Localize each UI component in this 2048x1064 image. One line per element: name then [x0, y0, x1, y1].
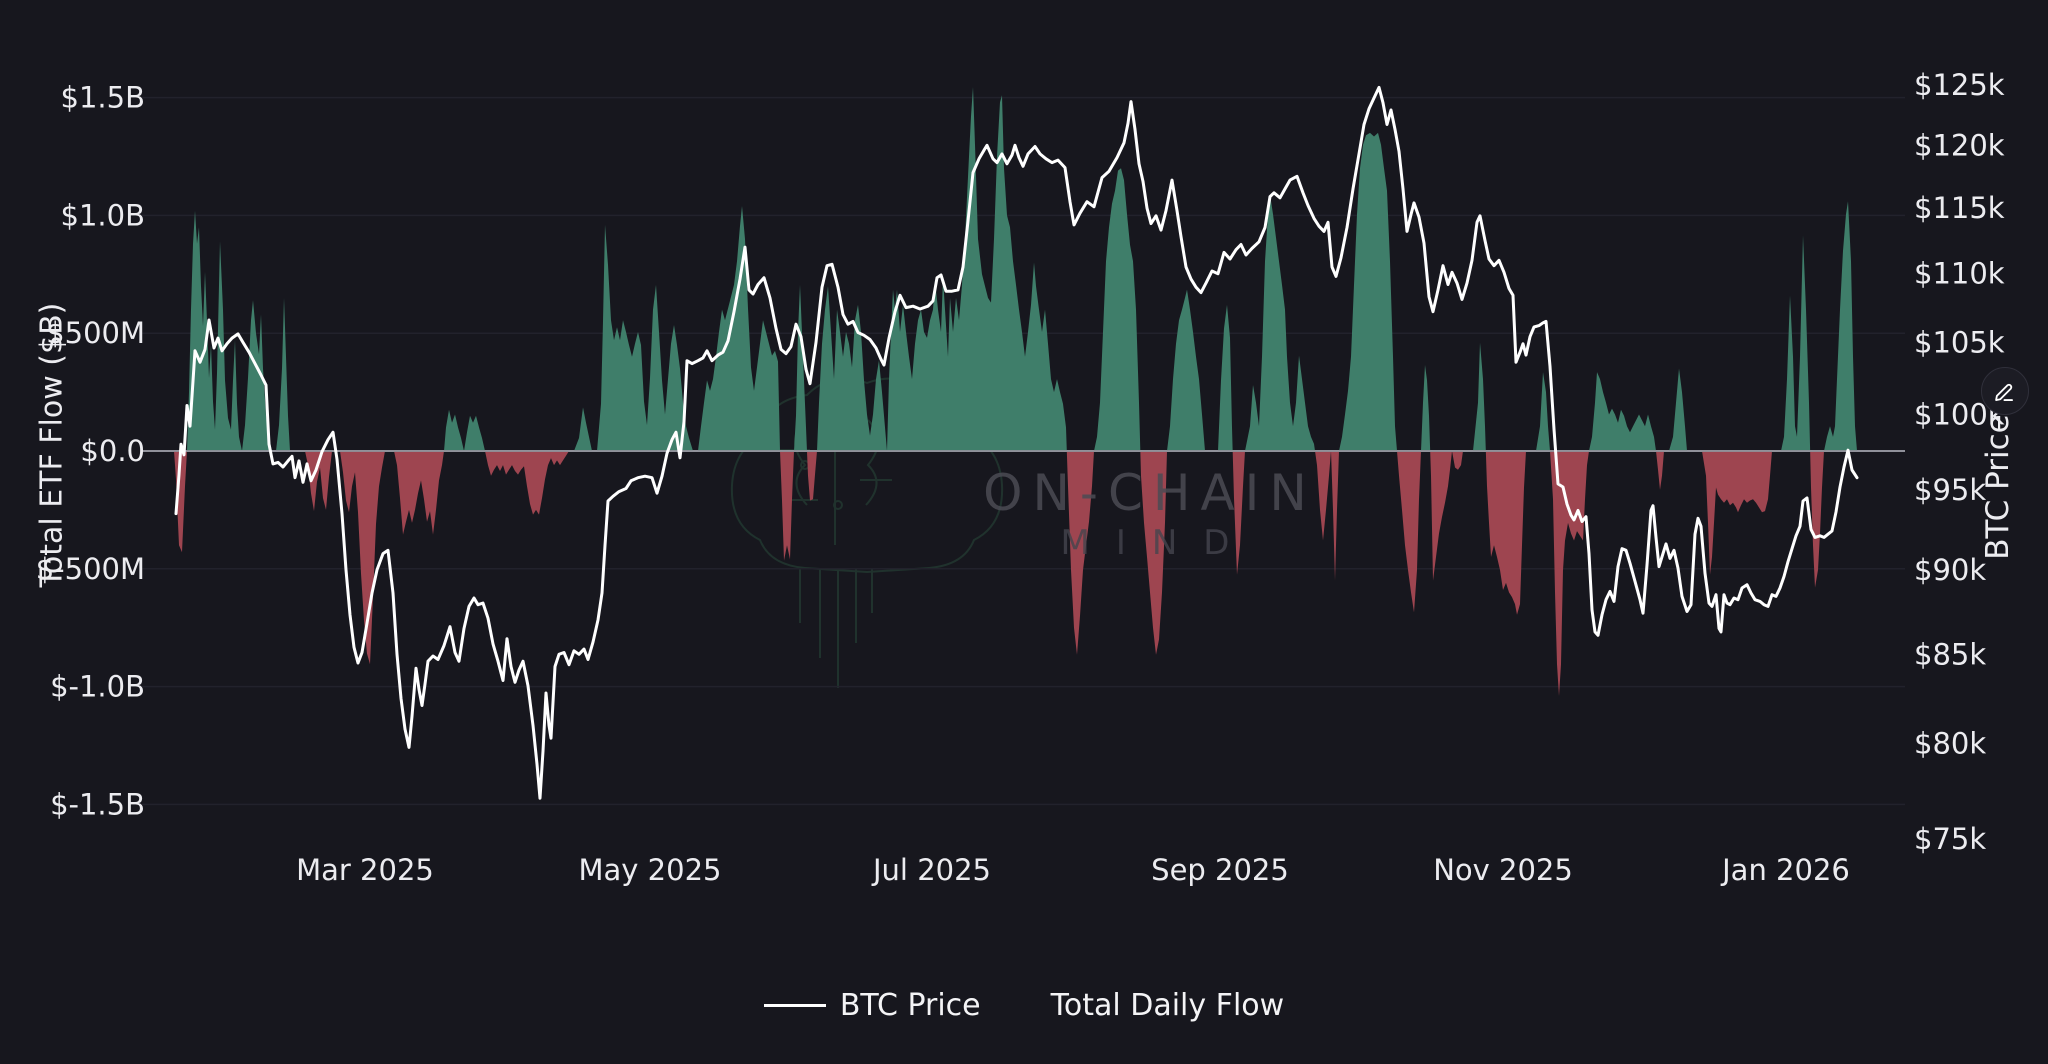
y-tick-label-right: $80k: [1914, 727, 1986, 761]
x-tick-label: Jan 2026: [1720, 853, 1850, 887]
x-tick-label: Nov 2025: [1433, 853, 1573, 887]
left-axis-title: Total ETF Flow ($B): [34, 302, 70, 588]
y-tick-label-left: $500M: [46, 316, 145, 350]
legend-label-total-daily-flow: Total Daily Flow: [1050, 988, 1285, 1023]
legend: BTC Price Total Daily Flow: [0, 988, 2048, 1023]
x-tick-label: Sep 2025: [1151, 853, 1289, 887]
x-tick-label: Mar 2025: [296, 853, 434, 887]
y-tick-label-left: $0.0: [80, 434, 145, 468]
price-line-swatch: [763, 1004, 826, 1007]
y-tick-label-right: $105k: [1914, 325, 2005, 359]
legend-item-btc-price[interactable]: BTC Price: [763, 988, 981, 1023]
y-tick-label-right: $85k: [1914, 637, 1986, 671]
y-tick-label-right: $75k: [1914, 822, 1986, 856]
y-tick-label-left: $1.5B: [61, 81, 145, 115]
edit-button[interactable]: [1981, 367, 2029, 415]
price-line: [174, 85, 1859, 800]
y-tick-label-right: $95k: [1914, 473, 1986, 507]
y-tick-label-left: $-1.5B: [50, 787, 145, 821]
y-tick-label-right: $90k: [1914, 553, 1986, 587]
x-tick-label: May 2025: [579, 853, 722, 887]
y-tick-label-left: $-500M: [36, 552, 145, 586]
y-tick-label-right: $120k: [1914, 128, 2005, 162]
legend-label-btc-price: BTC Price: [839, 988, 981, 1023]
watermark-text-onchain: ON-CHAIN: [983, 464, 1317, 522]
y-tick-label-right: $115k: [1914, 191, 2005, 225]
x-tick-label: Jul 2025: [871, 853, 991, 887]
flow-area-negative: [174, 451, 1857, 696]
flow-area-positive: [174, 87, 1857, 451]
y-tick-label-left: $-1.0B: [50, 670, 145, 704]
y-tick-label-right: $125k: [1914, 68, 2005, 102]
right-axis-title: BTC Price: [1980, 414, 2016, 560]
legend-item-total-daily-flow[interactable]: Total Daily Flow: [1037, 988, 1285, 1023]
watermark-text-mind: MIND: [1060, 523, 1256, 563]
y-tick-label-right: $110k: [1914, 257, 2005, 291]
y-tick-label-left: $1.0B: [61, 198, 145, 232]
pencil-icon: [1995, 383, 2013, 402]
